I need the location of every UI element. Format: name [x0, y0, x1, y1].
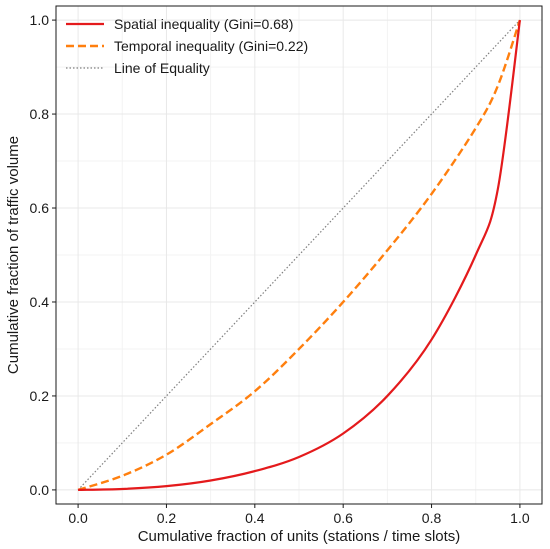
- y-tick-label: 0.0: [30, 482, 50, 498]
- plot-frame: [55, 5, 543, 505]
- x-tick-label: 0.6: [333, 510, 353, 526]
- legend: Spatial inequality (Gini=0.68) Temporal i…: [66, 16, 308, 76]
- legend-label: Temporal inequality (Gini=0.22): [114, 38, 308, 54]
- legend-label: Line of Equality: [114, 60, 210, 76]
- grid: [56, 6, 542, 504]
- y-tick-label: 0.2: [30, 388, 50, 404]
- x-tick-label: 0.4: [245, 510, 265, 526]
- series-line-2: [77, 19, 521, 491]
- series-line-0: [78, 19, 522, 492]
- x-tick-label: 1.0: [510, 510, 530, 526]
- y-tick-label: 0.6: [30, 200, 50, 216]
- x-tick-label: 0.0: [68, 510, 88, 526]
- x-tick-label: 0.8: [422, 510, 442, 526]
- y-tick-label: 1.0: [30, 12, 50, 28]
- x-axis-title: Cumulative fraction of units (stations /…: [138, 528, 461, 545]
- ticks: 0.0 0.2 0.4 0.6 0.8 1.0 0.0 0.2 0.4 0.6 0.8 1.0: [30, 12, 530, 526]
- x-tick-label: 0.2: [157, 510, 177, 526]
- series-line-1: [77, 19, 522, 492]
- y-axis-title: Cumulative fraction of traffic volume: [5, 136, 22, 374]
- series-layer: [77, 19, 522, 492]
- legend-label: Spatial inequality (Gini=0.68): [114, 16, 293, 32]
- y-tick-label: 0.8: [30, 106, 50, 122]
- y-tick-label: 0.4: [30, 294, 50, 310]
